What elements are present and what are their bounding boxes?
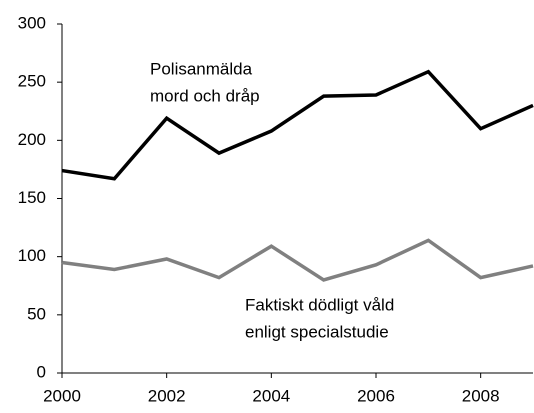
x-tick-label: 2004 [252, 386, 290, 405]
series-label: Faktiskt dödligt våld [245, 295, 394, 314]
y-tick-label: 200 [18, 130, 46, 149]
y-tick-label: 50 [27, 304, 46, 323]
series-line [61, 238, 534, 282]
series-label: Polisanmälda [150, 59, 253, 78]
series-label: enligt specialstudie [245, 322, 389, 341]
y-tick-label: 0 [37, 362, 46, 381]
x-tick-label: 2000 [43, 386, 81, 405]
series-line [61, 69, 534, 181]
y-tick-label: 300 [18, 13, 46, 32]
y-tick-label: 250 [18, 72, 46, 91]
x-tick-label: 2006 [357, 386, 395, 405]
series-label: mord och dråp [150, 86, 260, 105]
x-tick-label: 2008 [462, 386, 500, 405]
y-tick-label: 150 [18, 188, 46, 207]
y-tick-label: 100 [18, 246, 46, 265]
x-tick-label: 2002 [148, 386, 186, 405]
